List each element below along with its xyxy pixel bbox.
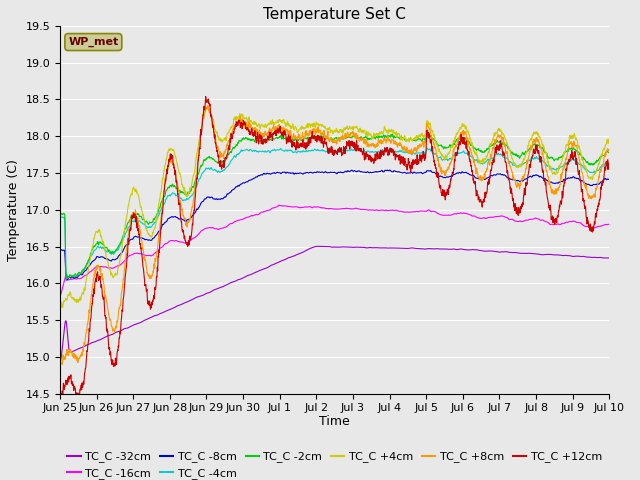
TC_C -2cm — [398, 136, 406, 142]
TC_C +4cm — [605, 139, 613, 145]
TC_C +12cm — [210, 129, 218, 134]
TC_C -16cm — [605, 221, 613, 227]
TC_C +4cm — [388, 130, 396, 135]
TC_C +8cm — [388, 137, 396, 143]
TC_C +8cm — [174, 183, 182, 189]
TC_C -8cm — [605, 176, 613, 182]
TC_C +12cm — [605, 156, 613, 162]
Line: TC_C -2cm: TC_C -2cm — [60, 134, 609, 278]
TC_C +8cm — [605, 148, 613, 154]
TC_C +8cm — [605, 148, 613, 154]
TC_C -16cm — [388, 207, 396, 213]
TC_C -16cm — [275, 202, 283, 208]
TC_C -4cm — [424, 145, 431, 151]
TC_C -32cm — [605, 255, 613, 261]
TC_C -16cm — [605, 221, 613, 227]
TC_C -32cm — [174, 303, 182, 309]
TC_C -4cm — [388, 147, 396, 153]
TC_C +12cm — [202, 94, 209, 99]
TC_C +12cm — [56, 393, 64, 399]
Line: TC_C -8cm: TC_C -8cm — [60, 170, 609, 280]
TC_C +8cm — [398, 144, 406, 150]
TC_C -4cm — [605, 160, 613, 166]
TC_C -2cm — [554, 156, 561, 162]
TC_C -32cm — [316, 243, 323, 249]
Line: TC_C -4cm: TC_C -4cm — [60, 148, 609, 279]
TC_C -32cm — [605, 255, 613, 261]
TC_C -32cm — [56, 360, 64, 365]
TC_C +8cm — [204, 103, 212, 108]
TC_C +4cm — [59, 305, 67, 311]
TC_C -16cm — [398, 209, 406, 215]
TC_C -8cm — [174, 215, 182, 221]
TC_C -2cm — [174, 185, 182, 191]
TC_C +12cm — [398, 157, 406, 163]
TC_C +4cm — [398, 136, 406, 142]
TC_C -8cm — [63, 277, 70, 283]
TC_C +12cm — [388, 147, 396, 153]
Legend: TC_C -32cm, TC_C -16cm, TC_C -8cm, TC_C -4cm, TC_C -2cm, TC_C +4cm, TC_C +8cm, T: TC_C -32cm, TC_C -16cm, TC_C -8cm, TC_C … — [63, 447, 606, 480]
TC_C -16cm — [174, 239, 182, 244]
TC_C -8cm — [210, 196, 218, 202]
TC_C -4cm — [174, 193, 182, 199]
TC_C +4cm — [204, 104, 212, 109]
TC_C -32cm — [554, 252, 561, 258]
TC_C -4cm — [605, 160, 613, 166]
TC_C -8cm — [56, 247, 64, 253]
TC_C -4cm — [56, 214, 64, 220]
TC_C -2cm — [388, 132, 396, 138]
Line: TC_C -32cm: TC_C -32cm — [60, 246, 609, 362]
TC_C -16cm — [209, 225, 217, 231]
Y-axis label: Temperature (C): Temperature (C) — [7, 159, 20, 261]
TC_C +4cm — [605, 139, 613, 144]
TC_C +4cm — [210, 118, 218, 124]
TC_C -16cm — [554, 221, 561, 227]
Line: TC_C -16cm: TC_C -16cm — [60, 205, 609, 296]
TC_C -2cm — [56, 211, 64, 217]
TC_C +4cm — [174, 164, 182, 170]
TC_C -8cm — [388, 169, 396, 175]
TC_C +8cm — [210, 129, 218, 135]
TC_C -8cm — [605, 176, 613, 182]
Line: TC_C +4cm: TC_C +4cm — [60, 107, 609, 308]
TC_C -4cm — [210, 167, 218, 173]
TC_C -16cm — [56, 293, 64, 299]
TC_C -4cm — [398, 149, 406, 155]
TC_C -2cm — [210, 156, 218, 162]
TC_C +12cm — [554, 213, 561, 218]
TC_C +12cm — [174, 191, 182, 196]
TC_C -2cm — [424, 131, 431, 137]
TC_C +8cm — [56, 361, 64, 367]
TC_C -8cm — [554, 180, 561, 186]
X-axis label: Time: Time — [319, 415, 350, 428]
TC_C -8cm — [386, 167, 394, 173]
TC_C -4cm — [63, 276, 70, 282]
Title: Temperature Set C: Temperature Set C — [263, 7, 406, 22]
TC_C -8cm — [398, 170, 406, 176]
TC_C +4cm — [56, 302, 64, 308]
TC_C -4cm — [554, 166, 561, 171]
TC_C +12cm — [605, 157, 613, 163]
TC_C -32cm — [388, 245, 396, 251]
TC_C -2cm — [63, 276, 71, 281]
TC_C +12cm — [59, 394, 67, 399]
TC_C +4cm — [554, 170, 561, 176]
Line: TC_C +8cm: TC_C +8cm — [60, 106, 609, 365]
Text: WP_met: WP_met — [68, 37, 118, 47]
TC_C +8cm — [56, 362, 64, 368]
Line: TC_C +12cm: TC_C +12cm — [60, 96, 609, 396]
TC_C -32cm — [398, 245, 406, 251]
TC_C +8cm — [554, 186, 561, 192]
TC_C -2cm — [605, 149, 613, 155]
TC_C -32cm — [209, 288, 217, 293]
TC_C -2cm — [605, 149, 613, 155]
